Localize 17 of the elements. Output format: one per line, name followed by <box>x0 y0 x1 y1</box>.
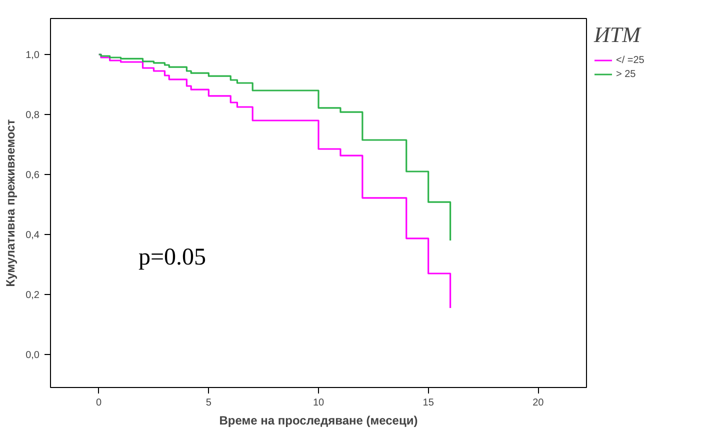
x-tick-label: 10 <box>312 398 324 408</box>
x-tick-label: 15 <box>422 398 434 408</box>
x-tick-label: 5 <box>206 398 212 408</box>
annotation: p=0.05 <box>138 244 206 270</box>
y-tick-label: 0,8 <box>26 110 40 121</box>
y-tick-label: 0,2 <box>26 290 40 301</box>
x-tick-label: 0 <box>96 398 102 408</box>
y-tick-label: 1,0 <box>26 50 40 61</box>
y-tick-label: 0,4 <box>26 230 40 241</box>
legend-title: ИТМ <box>594 22 642 48</box>
y-tick-label: 0,6 <box>26 170 40 181</box>
x-axis-title: Време на проследяване (месеци) <box>219 414 418 428</box>
y-axis-title: Кумулативна преживяемост <box>4 119 18 287</box>
legend-label: </ =25 <box>616 54 644 66</box>
y-tick-label: 0,0 <box>26 350 40 361</box>
legend-label: > 25 <box>616 68 636 80</box>
x-tick-label: 20 <box>532 398 544 408</box>
